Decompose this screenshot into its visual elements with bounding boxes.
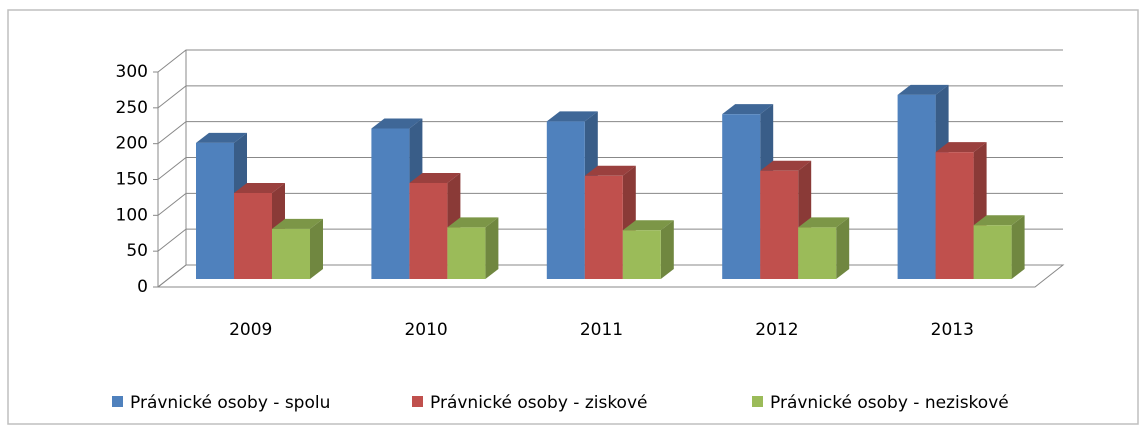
bar-top (371, 118, 423, 129)
legend-label: Právnické osoby - ziskové (430, 393, 647, 413)
bar-top (798, 217, 850, 228)
bar-top (973, 215, 1025, 226)
bar (722, 114, 761, 280)
y-tick-label: 150 (116, 170, 148, 190)
bar-side (485, 217, 499, 279)
bar-top (196, 132, 247, 143)
legend-label: Právnické osoby - neziskové (770, 393, 1009, 413)
legend-label: Právnické osoby - spolu (130, 393, 330, 413)
legend-swatch (112, 396, 123, 407)
legend-swatch (752, 396, 763, 407)
x-tick-label: 2010 (404, 320, 447, 340)
bar (760, 170, 799, 279)
bar (409, 182, 448, 279)
bar-top (622, 220, 674, 231)
bar-side (1011, 215, 1025, 279)
y-tick-label: 100 (116, 205, 148, 225)
y-tick-label: 50 (126, 241, 148, 261)
chart-frame (7, 9, 1139, 425)
bar-top (935, 142, 987, 153)
bar-top (897, 84, 949, 95)
bar-top (447, 217, 499, 228)
y-tick-label: 250 (116, 98, 148, 118)
bar (798, 227, 837, 279)
bar (234, 193, 272, 279)
bar (196, 142, 234, 279)
grid-line (157, 49, 1063, 73)
x-tick-label: 2013 (931, 320, 974, 340)
bar (371, 128, 410, 279)
legend-swatch (412, 396, 423, 407)
bar (897, 94, 936, 279)
bar-top (584, 165, 636, 176)
bar-side (310, 218, 323, 279)
y-tick-label: 200 (116, 134, 148, 154)
bar-top (760, 160, 812, 171)
x-tick-label: 2012 (755, 320, 798, 340)
bar (272, 228, 310, 279)
bar-side (660, 220, 674, 279)
y-tick-label: 0 (137, 277, 148, 297)
bar-top (722, 104, 774, 115)
bar (546, 121, 585, 279)
bar-side (836, 217, 850, 279)
bar-top (409, 172, 461, 183)
bar-top (234, 183, 285, 193)
bar (973, 225, 1012, 279)
x-tick-label: 2009 (229, 320, 272, 340)
grid-line (157, 85, 1063, 109)
y-tick-label: 300 (116, 62, 148, 82)
bar (584, 175, 623, 279)
bar (935, 152, 974, 279)
bar (622, 230, 661, 279)
x-tick-label: 2011 (580, 320, 623, 340)
bar (447, 227, 486, 279)
bar-top (546, 111, 598, 122)
bar-top (272, 218, 323, 229)
